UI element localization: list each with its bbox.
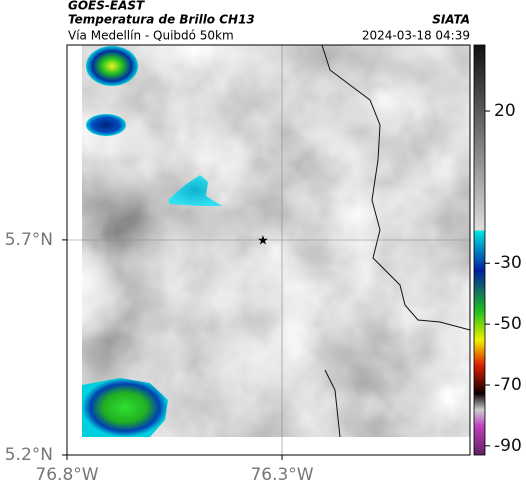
x-tick-label: 76.8°W [35,465,98,485]
title: Temperatura de Brillo CH13 [68,13,255,27]
colorbar-tick-label: 20 [494,101,516,121]
colorbar-tick-label: -90 [494,436,522,456]
map-image: ★ [66,44,471,456]
cold-cloud [82,378,168,437]
x-tick-label: 76.3°W [250,465,313,485]
colorbar [473,44,486,456]
cold-cloud [86,114,126,136]
map-frame [66,44,471,456]
colorbar-tick-label: -30 [494,253,522,273]
border [321,44,471,438]
satellite: GOES-EAST [68,0,145,13]
city-marker: ★ [257,234,269,249]
y-tick-label: 5.7°N [5,230,53,250]
datetime: 2024-03-18 04:39 [362,29,470,43]
cloud-field [82,45,470,437]
agency: SIATA [432,13,470,27]
colorbar-tick-label: -70 [494,375,522,395]
cold-cloud [86,46,138,86]
cold-cloud [168,175,222,206]
colorbar-tick-label: -50 [494,314,522,334]
y-tick-label: 5.2°N [5,445,53,465]
subtitle: Vía Medellín - Quibdó 50km [68,29,234,43]
